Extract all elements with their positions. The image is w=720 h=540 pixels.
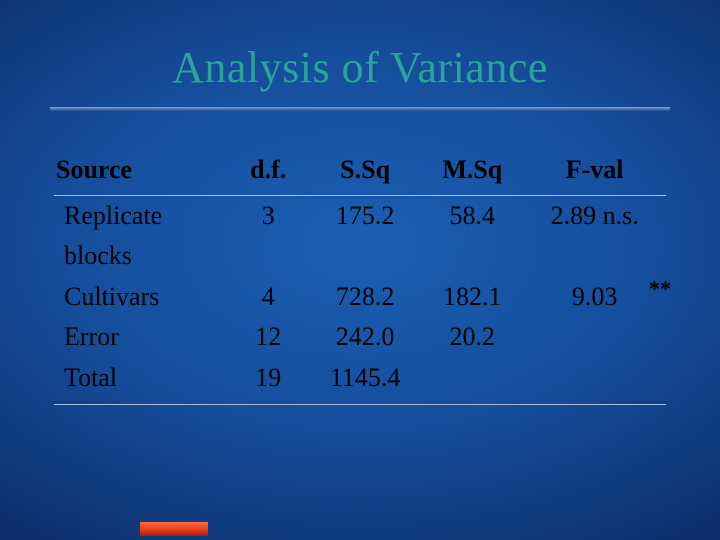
table-row: Total 19 1145.4 xyxy=(54,358,666,405)
cell-source-l1: Error xyxy=(54,317,227,358)
slide-title: Analysis of Variance xyxy=(0,42,720,93)
cell-source-l2: blocks xyxy=(54,236,227,277)
col-header-df: d.f. xyxy=(227,150,309,195)
cell-source-l1: Total xyxy=(54,358,227,405)
col-header-source: Source xyxy=(54,150,227,195)
title-underline xyxy=(50,107,670,111)
col-header-fval: F-val xyxy=(523,150,666,195)
anova-table: Source d.f. S.Sq M.Sq F-val Replicate 3 … xyxy=(54,150,666,405)
cell-ssq: 728.2 xyxy=(309,277,421,318)
title-region: Analysis of Variance xyxy=(0,42,720,111)
table-row: Replicate 3 175.2 58.4 2.89 n.s. xyxy=(54,195,666,236)
cell-fval: 9.03 xyxy=(523,277,666,318)
cell-msq xyxy=(421,358,523,405)
cell-ssq: 1145.4 xyxy=(309,358,421,405)
slide: Analysis of Variance Source d.f. S.Sq M.… xyxy=(0,0,720,540)
cell-msq: 58.4 xyxy=(421,195,523,236)
cell-ssq: 242.0 xyxy=(309,317,421,358)
table-row: Cultivars 4 728.2 182.1 9.03 xyxy=(54,277,666,318)
table-row: blocks xyxy=(54,236,666,277)
cell-fval xyxy=(523,358,666,405)
cell-msq: 182.1 xyxy=(421,277,523,318)
cell-source-l1: Replicate xyxy=(54,195,227,236)
cell-df: 4 xyxy=(227,277,309,318)
significance-marker: ** xyxy=(649,276,671,302)
cell-df: 19 xyxy=(227,358,309,405)
cell-df: 12 xyxy=(227,317,309,358)
cell-source-l1: Cultivars xyxy=(54,277,227,318)
cell-fval: 2.89 n.s. xyxy=(523,195,666,236)
col-header-msq: M.Sq xyxy=(421,150,523,195)
cell-df: 3 xyxy=(227,195,309,236)
table-row: Error 12 242.0 20.2 xyxy=(54,317,666,358)
accent-bullet xyxy=(140,522,208,536)
cell-msq: 20.2 xyxy=(421,317,523,358)
cell-ssq: 175.2 xyxy=(309,195,421,236)
col-header-ssq: S.Sq xyxy=(309,150,421,195)
anova-table-wrap: Source d.f. S.Sq M.Sq F-val Replicate 3 … xyxy=(54,150,666,405)
cell-fval xyxy=(523,317,666,358)
table-header-row: Source d.f. S.Sq M.Sq F-val xyxy=(54,150,666,195)
